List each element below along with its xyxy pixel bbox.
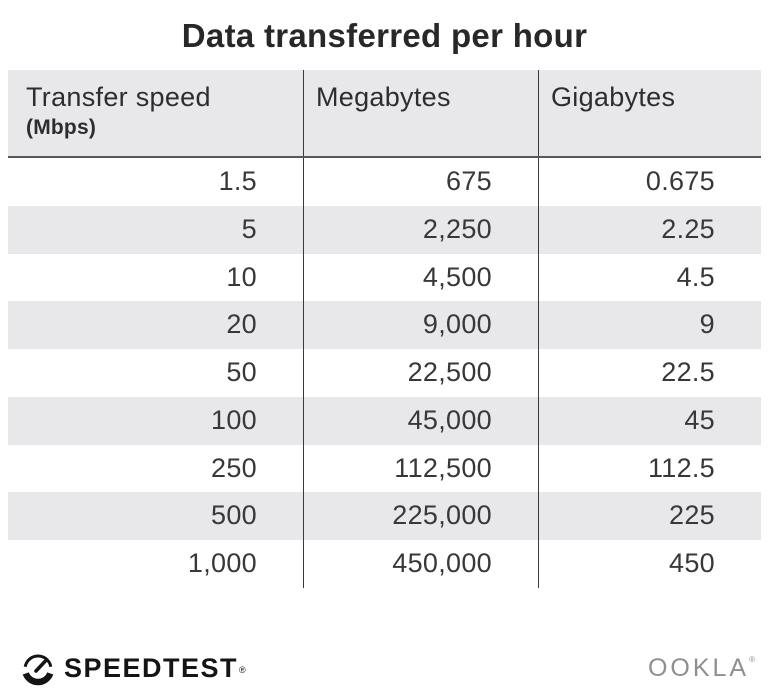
table-cell: 0.675 [538,158,761,206]
table-cell: 45 [538,396,761,445]
table-cell: 22,500 [303,349,538,397]
column-header-transfer-speed: Transfer speed (Mbps) [8,70,303,156]
table-cell: 500 [211,500,257,531]
footer: SPEEDTEST ® OOKLA ® [20,648,755,688]
table-cell: 675 [303,158,538,206]
column-header-label: Megabytes [316,82,451,112]
table-cell: 1.5 [218,166,257,196]
speedometer-gauge-icon [22,654,54,686]
table-cell: 50 [226,357,257,388]
table-cell: 450,000 [303,540,538,588]
table-cell: 9 [538,301,761,350]
table-row: 20 9,000 9 [8,301,761,350]
table-row: 500 225,000 225 [8,492,761,541]
column-header-gigabytes: Gigabytes [538,70,761,156]
table-cell: 225 [538,492,761,541]
table-row: 50 22,500 22.5 [8,349,761,397]
table-cell: 22.5 [538,349,761,397]
data-table: Transfer speed (Mbps) Megabytes Gigabyte… [8,70,761,588]
table-row: 5 2,250 2.25 [8,205,761,254]
table-cell: 4.5 [538,253,761,302]
table-body: 1.5 675 0.675 5 2,250 2.25 10 4,500 4.5 20 9,000 9 5… [8,158,761,588]
table-cell: 250 [211,452,257,483]
table-row: 100 45,000 45 [8,396,761,445]
table-cell: 9,000 [303,301,538,350]
column-header-megabytes: Megabytes [303,70,538,156]
table-row: 10 4,500 4.5 [8,253,761,302]
table-cell: 100 [211,404,257,435]
ookla-logo: OOKLA ® [648,654,755,683]
speedtest-wordmark: SPEEDTEST [64,652,239,683]
table-cell: 4,500 [303,253,538,302]
table-cell: 20 [226,309,257,340]
speedtest-logo: SPEEDTEST ® [20,650,246,686]
table-cell: 45,000 [303,396,538,445]
table-row: 1.5 675 0.675 [8,158,761,206]
column-header-unit: (Mbps) [26,116,97,139]
table-cell: 2.25 [538,205,761,254]
column-header-label: Transfer speed [26,82,211,112]
table-cell: 1,000 [187,548,257,579]
table-cell: 225,000 [303,492,538,541]
registered-trademark-icon: ® [239,665,246,675]
page-title: Data transferred per hour [181,17,588,54]
column-header-label: Gigabytes [551,82,676,112]
ookla-wordmark: OOKLA [647,653,750,682]
table-cell: 10 [226,261,257,292]
table-header: Transfer speed (Mbps) Megabytes Gigabyte… [8,70,761,158]
table-cell: 5 [241,213,257,244]
table-row: 1,000 450,000 450 [8,540,761,588]
registered-trademark-icon: ® [749,654,755,664]
table-cell: 112,500 [303,444,538,493]
table-row: 250 112,500 112.5 [8,444,761,493]
table-cell: 450 [538,540,761,588]
table-cell: 2,250 [303,205,538,254]
table-cell: 112.5 [538,444,761,493]
